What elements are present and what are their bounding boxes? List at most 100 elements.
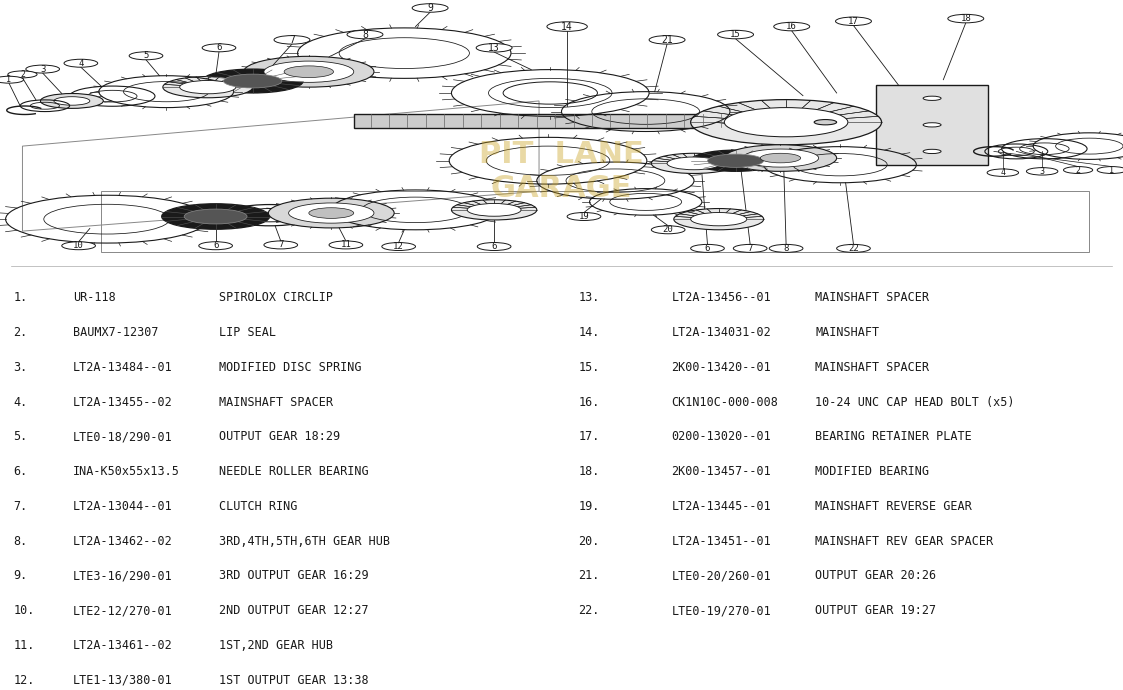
Text: 14.: 14. [578,326,600,339]
Text: 8: 8 [362,30,368,39]
Text: 0200-13020--01: 0200-13020--01 [672,431,772,443]
Text: 2.: 2. [13,326,28,339]
Circle shape [691,213,747,226]
Circle shape [289,203,374,223]
Circle shape [64,59,98,67]
Circle shape [718,30,754,39]
Text: 1: 1 [7,75,11,84]
Text: LIP SEAL: LIP SEAL [219,326,276,339]
Circle shape [382,243,416,250]
Circle shape [309,208,354,218]
Text: 4: 4 [79,59,83,68]
Circle shape [180,81,236,94]
Circle shape [184,209,247,224]
Circle shape [724,145,837,171]
Circle shape [347,30,383,39]
Text: 4: 4 [1001,168,1005,177]
Text: 21.: 21. [578,569,600,582]
Circle shape [1063,166,1093,173]
Text: PIT  LANE: PIT LANE [480,139,643,168]
Circle shape [948,14,984,23]
Circle shape [476,43,512,52]
Circle shape [769,244,803,253]
Text: 2ND OUTPUT GEAR 12:27: 2ND OUTPUT GEAR 12:27 [219,604,368,618]
Text: MAINSHAFT SPACER: MAINSHAFT SPACER [815,291,930,304]
Text: SPIROLOX CIRCLIP: SPIROLOX CIRCLIP [219,291,334,304]
Text: CLUTCH RING: CLUTCH RING [219,500,298,513]
Circle shape [567,213,601,221]
Text: MODIFIED DISC SPRING: MODIFIED DISC SPRING [219,361,362,374]
Text: OUTPUT GEAR 18:29: OUTPUT GEAR 18:29 [219,431,340,443]
Circle shape [651,226,685,234]
Text: 21: 21 [661,35,673,45]
Text: 7: 7 [279,240,283,249]
Text: MAINSHAFT: MAINSHAFT [815,326,879,339]
Text: 7: 7 [289,35,295,45]
Text: 5: 5 [144,51,148,60]
Circle shape [987,169,1019,177]
Circle shape [923,96,941,101]
Text: 20.: 20. [578,535,600,548]
Text: 10-24 UNC CAP HEAD BOLT (x5): 10-24 UNC CAP HEAD BOLT (x5) [815,395,1015,408]
Text: LT2A-134031-02: LT2A-134031-02 [672,326,772,339]
Text: OUTPUT GEAR 19:27: OUTPUT GEAR 19:27 [815,604,937,618]
Text: NEEDLE ROLLER BEARING: NEEDLE ROLLER BEARING [219,465,368,478]
Text: 1.: 1. [13,291,28,304]
Text: BAUMX7-12307: BAUMX7-12307 [73,326,158,339]
Text: 19.: 19. [578,500,600,513]
Text: 10.: 10. [13,604,35,618]
Circle shape [774,22,810,31]
Text: GARAGE: GARAGE [491,174,632,203]
Circle shape [202,44,236,52]
Circle shape [223,74,282,88]
Text: 16: 16 [786,22,797,31]
Text: 3: 3 [1040,167,1044,176]
Circle shape [691,150,780,171]
Text: 4.: 4. [13,395,28,408]
Text: 7: 7 [748,244,752,253]
Circle shape [742,149,819,167]
Text: 15.: 15. [578,361,600,374]
Circle shape [264,61,354,82]
Text: 10: 10 [73,241,84,250]
Text: 5.: 5. [13,431,28,443]
Circle shape [724,108,848,137]
FancyBboxPatch shape [876,85,988,165]
Text: 15: 15 [730,30,741,39]
Text: LT2A-13484--01: LT2A-13484--01 [73,361,173,374]
Text: LTE0-19/270-01: LTE0-19/270-01 [672,604,772,618]
Text: 3.: 3. [13,361,28,374]
Text: 20: 20 [663,226,674,235]
Text: MAINSHAFT SPACER: MAINSHAFT SPACER [219,395,334,408]
Text: 2: 2 [20,70,25,79]
Circle shape [707,154,764,168]
Text: 1: 1 [1110,166,1114,175]
Text: 9.: 9. [13,569,28,582]
Text: 16.: 16. [578,395,600,408]
Text: 8: 8 [784,244,788,253]
Circle shape [40,94,103,108]
Text: LTE2-12/270-01: LTE2-12/270-01 [73,604,173,618]
Circle shape [8,71,37,78]
Circle shape [199,241,232,250]
Circle shape [837,244,870,253]
Text: LTE0-20/260-01: LTE0-20/260-01 [672,569,772,582]
Text: CK1N10C-000-008: CK1N10C-000-008 [672,395,778,408]
Text: 6: 6 [213,241,218,250]
Text: LT2A-13044--01: LT2A-13044--01 [73,500,173,513]
Circle shape [163,77,253,98]
Text: 14: 14 [562,21,573,32]
Circle shape [923,123,941,127]
Text: BEARING RETAINER PLATE: BEARING RETAINER PLATE [815,431,973,443]
Text: 6: 6 [705,244,710,253]
Text: 13.: 13. [578,291,600,304]
Circle shape [467,204,521,216]
Text: MAINSHAFT SPACER: MAINSHAFT SPACER [815,361,930,374]
Text: 12: 12 [393,242,404,251]
Circle shape [451,200,537,220]
Text: LT2A-13451--01: LT2A-13451--01 [672,535,772,548]
Text: UR-118: UR-118 [73,291,116,304]
Circle shape [477,243,511,250]
Circle shape [274,36,310,44]
Text: 6: 6 [217,43,221,52]
